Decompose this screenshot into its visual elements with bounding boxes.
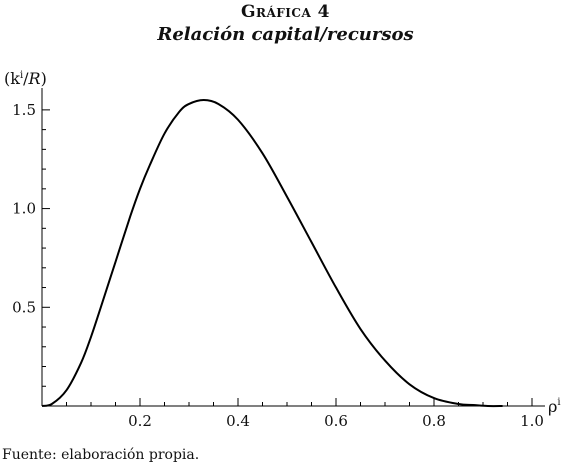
x-tick-label: 1.0 — [520, 412, 544, 430]
x-axis-label: ρi — [548, 397, 561, 416]
x-tick-label: 0.8 — [422, 412, 446, 430]
chart-title: Gráfica 4 — [240, 2, 331, 22]
series-line — [41, 98, 503, 408]
chart-subtitle: Relación capital/recursos — [157, 24, 414, 45]
y-tick-label: 0.5 — [12, 298, 36, 316]
x-tick-label: 0.2 — [128, 412, 152, 430]
y-tick-label: 1.0 — [12, 200, 36, 218]
x-tick-label: 0.4 — [226, 412, 250, 430]
x-tick-label: 0.6 — [324, 412, 348, 430]
y-tick-label: 1.5 — [12, 101, 36, 119]
y-axis-label: (ki/R) — [4, 69, 47, 88]
source-note: Fuente: elaboración propia. — [2, 447, 200, 463]
